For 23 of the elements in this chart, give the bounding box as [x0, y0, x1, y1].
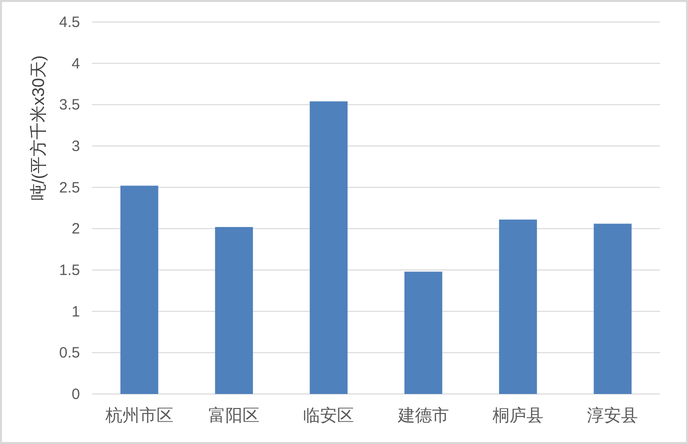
y-tick-label: 4 — [72, 55, 80, 72]
y-tick-label: 3.5 — [59, 96, 80, 114]
y-tick-label: 3 — [72, 138, 80, 155]
bar — [499, 220, 537, 394]
y-axis-title: 吨/(平方千米x30天) — [29, 55, 48, 201]
x-tick-label: 临安区 — [303, 406, 354, 426]
bar — [215, 227, 253, 394]
y-tick-label: 0.5 — [59, 344, 80, 362]
y-tick-label: 2.5 — [59, 179, 80, 196]
x-tick-label: 淳安县 — [587, 406, 638, 426]
x-tick-label: 桐庐县 — [492, 406, 544, 426]
x-tick-label: 杭州市区 — [104, 406, 174, 426]
y-tick-label: 0 — [72, 386, 80, 403]
bar — [404, 272, 442, 394]
x-tick-label: 富阳区 — [208, 406, 260, 426]
y-tick-label: 1.5 — [59, 262, 80, 279]
bar — [120, 186, 158, 394]
y-tick-label: 2 — [72, 220, 80, 238]
y-tick-label: 1 — [72, 303, 80, 320]
bar — [594, 224, 632, 394]
x-tick-label: 建德市 — [396, 406, 449, 426]
y-tick-label: 4.5 — [59, 14, 80, 31]
bar — [310, 101, 348, 394]
